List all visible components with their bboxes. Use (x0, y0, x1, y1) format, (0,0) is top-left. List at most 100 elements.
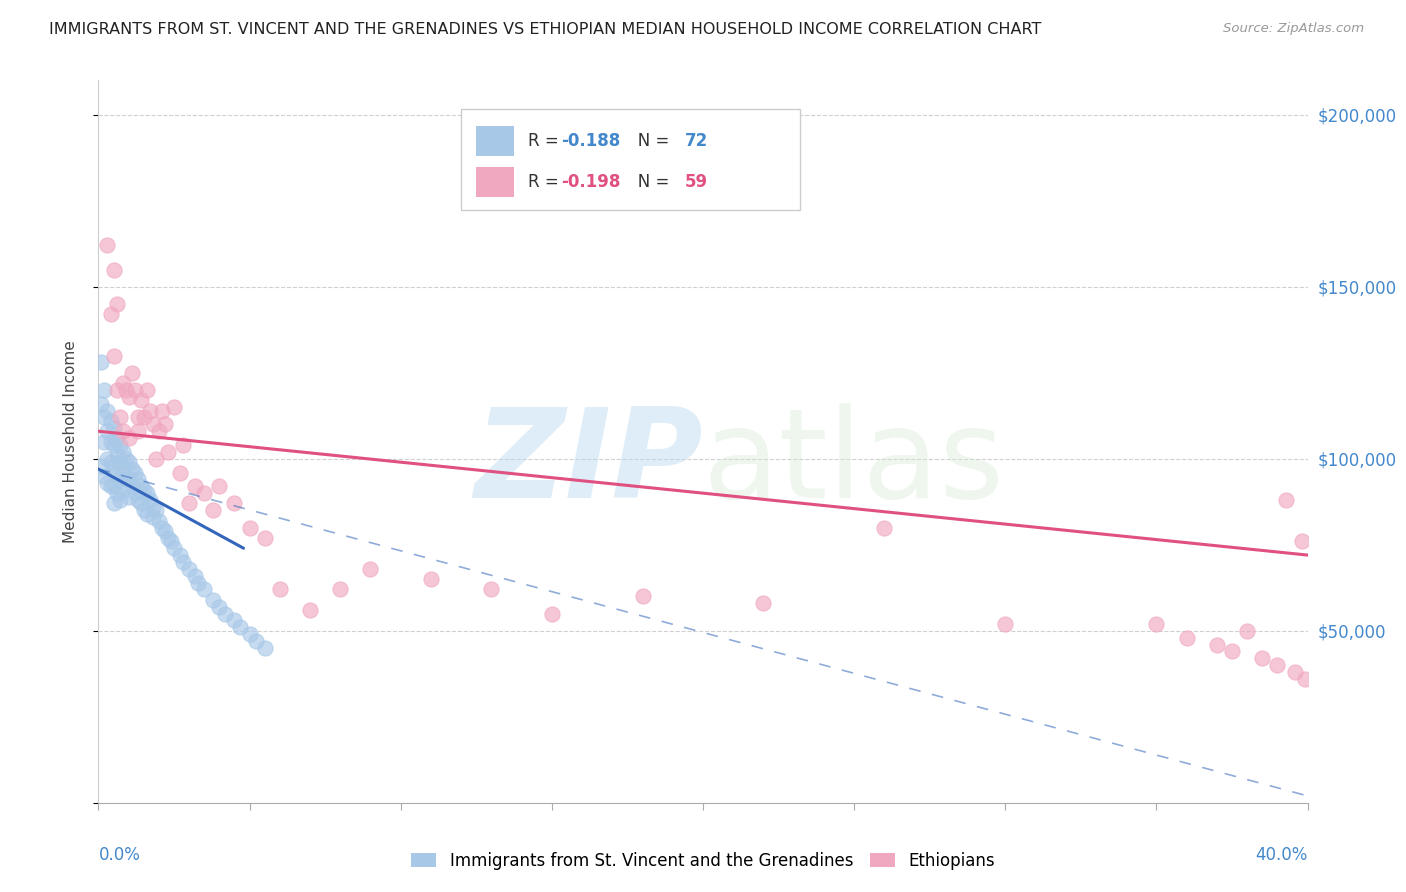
Text: 40.0%: 40.0% (1256, 847, 1308, 864)
Point (90, 355, 112, 369)
Point (245, 634, 267, 648)
Text: ZIP: ZIP (474, 402, 703, 524)
Point (631, 590, 654, 604)
Point (100, 434, 122, 449)
Point (269, 582, 291, 597)
Point (148, 424, 170, 438)
Point (1175, 631, 1198, 645)
Point (139, 403, 162, 417)
Point (208, 599, 231, 614)
Text: 0.0%: 0.0% (98, 847, 141, 864)
Point (145, 451, 167, 466)
Point (90, 397, 112, 411)
Point (1236, 624, 1258, 638)
Text: 59: 59 (685, 173, 709, 191)
Point (127, 424, 149, 438)
Text: N =: N = (621, 173, 675, 191)
Point (93, 410, 115, 425)
Point (145, 503, 167, 517)
Point (135, 383, 157, 397)
Point (93, 434, 115, 449)
Point (208, 479, 231, 493)
Point (103, 496, 125, 510)
Point (111, 445, 134, 459)
Point (121, 462, 143, 476)
Point (994, 616, 1017, 631)
Text: R =: R = (527, 132, 564, 150)
Point (142, 500, 165, 514)
Point (105, 486, 128, 500)
Point (129, 393, 152, 408)
Point (129, 496, 152, 510)
Point (420, 572, 443, 586)
Point (103, 438, 125, 452)
Point (132, 503, 155, 517)
Point (100, 414, 122, 428)
Point (169, 466, 191, 480)
Point (179, 562, 201, 576)
Point (160, 534, 183, 549)
Point (1291, 534, 1313, 549)
Point (135, 486, 157, 500)
Point (132, 410, 155, 425)
Point (169, 548, 191, 562)
Point (103, 479, 125, 493)
FancyBboxPatch shape (461, 109, 800, 211)
Point (142, 417, 165, 432)
Point (752, 596, 775, 610)
Point (187, 575, 209, 590)
Point (96, 475, 118, 490)
Point (100, 307, 122, 321)
Point (103, 458, 125, 473)
Bar (475, 126, 515, 156)
Text: R =: R = (527, 173, 564, 191)
Point (132, 483, 155, 497)
Point (124, 383, 146, 397)
Point (329, 582, 352, 597)
Point (93, 469, 115, 483)
Point (184, 568, 207, 582)
Point (127, 410, 149, 425)
Point (540, 607, 562, 621)
Point (1220, 644, 1243, 658)
Point (873, 520, 896, 534)
Point (481, 582, 503, 597)
Point (124, 486, 146, 500)
Point (121, 366, 143, 380)
Point (121, 479, 143, 493)
Point (118, 490, 141, 504)
Point (96, 451, 118, 466)
Point (108, 438, 131, 452)
Point (150, 520, 173, 534)
Point (1284, 665, 1306, 679)
Point (105, 466, 128, 480)
Text: atlas: atlas (703, 402, 1005, 524)
Point (172, 555, 194, 569)
Point (103, 421, 125, 435)
Point (124, 466, 146, 480)
Point (111, 483, 134, 497)
Point (1251, 651, 1274, 665)
Point (108, 493, 131, 508)
Point (111, 462, 134, 476)
Text: 72: 72 (685, 132, 709, 150)
Point (105, 383, 128, 397)
Point (224, 496, 246, 510)
Point (153, 417, 176, 432)
Point (105, 448, 128, 462)
Point (1144, 616, 1167, 631)
Point (114, 451, 136, 466)
Point (118, 472, 141, 486)
Point (129, 479, 152, 493)
Point (150, 403, 173, 417)
Point (111, 376, 134, 390)
Point (214, 607, 236, 621)
Point (193, 582, 215, 597)
Point (93, 383, 115, 397)
Point (114, 383, 136, 397)
Point (148, 514, 170, 528)
Point (1294, 672, 1316, 686)
Y-axis label: Median Household Income: Median Household Income (63, 340, 77, 543)
Legend: Immigrants from St. Vincent and the Grenadines, Ethiopians: Immigrants from St. Vincent and the Gren… (406, 847, 1000, 875)
Point (90, 458, 112, 473)
